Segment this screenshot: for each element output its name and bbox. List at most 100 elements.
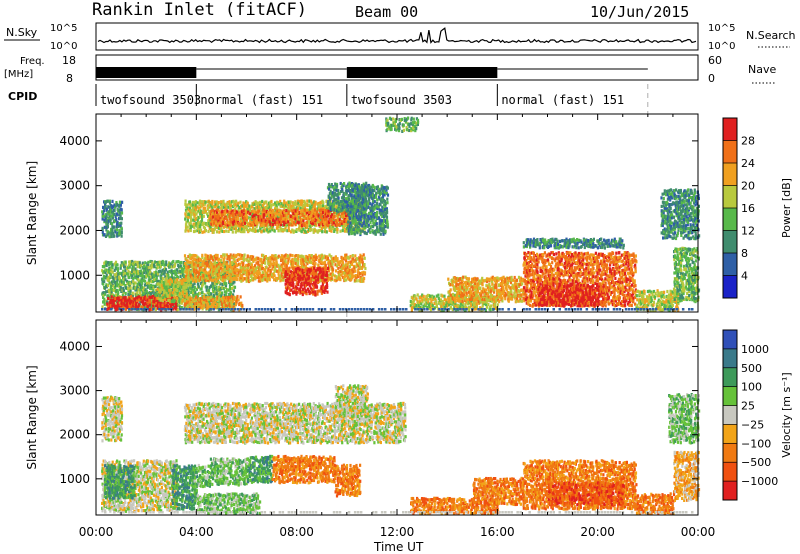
cell bbox=[246, 201, 249, 205]
cell bbox=[116, 304, 120, 308]
cell bbox=[326, 220, 329, 224]
cell bbox=[270, 206, 273, 210]
cell bbox=[135, 269, 138, 273]
cell bbox=[286, 277, 289, 281]
cell bbox=[219, 258, 222, 262]
cell bbox=[114, 304, 117, 308]
cell bbox=[319, 205, 322, 209]
cell bbox=[259, 219, 262, 223]
cell bbox=[122, 269, 125, 273]
cell bbox=[243, 230, 246, 234]
cell bbox=[231, 200, 234, 204]
cell bbox=[150, 275, 153, 279]
cell bbox=[199, 228, 203, 232]
cell bbox=[132, 272, 135, 276]
cell bbox=[142, 275, 145, 279]
cell bbox=[109, 269, 112, 273]
cell bbox=[345, 278, 348, 282]
cell bbox=[109, 221, 112, 225]
cell bbox=[129, 273, 132, 277]
cell bbox=[255, 225, 258, 229]
cell bbox=[148, 291, 151, 295]
cell bbox=[128, 260, 131, 264]
cell bbox=[206, 302, 210, 306]
cell bbox=[107, 296, 110, 301]
cell bbox=[161, 289, 164, 293]
cell bbox=[189, 228, 192, 233]
cell bbox=[241, 305, 244, 309]
cell bbox=[173, 296, 176, 300]
cell bbox=[280, 229, 283, 233]
cell bbox=[162, 286, 165, 290]
cell bbox=[294, 217, 297, 221]
cell bbox=[210, 295, 213, 299]
cell bbox=[201, 299, 204, 303]
cell bbox=[119, 304, 122, 308]
cell bbox=[341, 229, 344, 233]
cell bbox=[173, 294, 176, 298]
cell bbox=[316, 221, 320, 225]
cell bbox=[111, 275, 114, 279]
cell bbox=[197, 221, 201, 225]
cell bbox=[203, 301, 206, 305]
cell bbox=[245, 212, 248, 217]
cell bbox=[115, 228, 118, 232]
cell bbox=[217, 285, 220, 289]
cell bbox=[292, 211, 295, 215]
cell bbox=[174, 280, 177, 284]
cell bbox=[155, 301, 158, 306]
cell bbox=[262, 220, 265, 224]
cell bbox=[118, 304, 121, 308]
cell bbox=[243, 216, 246, 220]
cell bbox=[280, 223, 283, 227]
cell bbox=[283, 201, 286, 205]
cell bbox=[183, 305, 186, 309]
cell bbox=[185, 285, 188, 289]
cell bbox=[116, 202, 119, 206]
cell bbox=[294, 202, 297, 206]
cell bbox=[169, 282, 172, 286]
cell bbox=[303, 208, 306, 212]
cell bbox=[238, 308, 241, 312]
cell bbox=[151, 275, 154, 279]
cell bbox=[116, 289, 119, 293]
cell bbox=[242, 204, 246, 208]
cell bbox=[194, 260, 197, 264]
cell bbox=[172, 270, 175, 274]
cell bbox=[239, 214, 242, 218]
cell bbox=[307, 227, 310, 232]
cell bbox=[180, 282, 183, 286]
cell bbox=[105, 283, 108, 287]
cell bbox=[163, 288, 167, 293]
cell bbox=[106, 261, 109, 265]
cell bbox=[103, 292, 107, 296]
cell bbox=[308, 203, 311, 207]
cell bbox=[102, 209, 106, 213]
cell bbox=[186, 225, 189, 229]
cell bbox=[310, 219, 314, 223]
cell bbox=[289, 208, 292, 212]
cell bbox=[181, 281, 185, 285]
cell bbox=[101, 226, 104, 230]
cell bbox=[106, 225, 109, 229]
cell bbox=[336, 228, 339, 232]
cell bbox=[176, 278, 179, 282]
cell bbox=[283, 228, 286, 232]
cell bbox=[208, 294, 211, 298]
freq-block-0 bbox=[96, 67, 197, 78]
cell bbox=[231, 264, 234, 268]
cell bbox=[192, 283, 195, 287]
cell bbox=[101, 265, 104, 269]
cell bbox=[101, 212, 105, 216]
cell bbox=[220, 200, 223, 204]
cell bbox=[156, 262, 159, 266]
cell bbox=[114, 282, 117, 286]
cell bbox=[203, 230, 206, 234]
cell bbox=[232, 293, 235, 297]
cell bbox=[363, 263, 366, 267]
cell bbox=[284, 226, 287, 230]
cell bbox=[164, 285, 167, 289]
cell bbox=[206, 306, 209, 310]
cell bbox=[209, 201, 212, 205]
cell bbox=[123, 302, 126, 306]
